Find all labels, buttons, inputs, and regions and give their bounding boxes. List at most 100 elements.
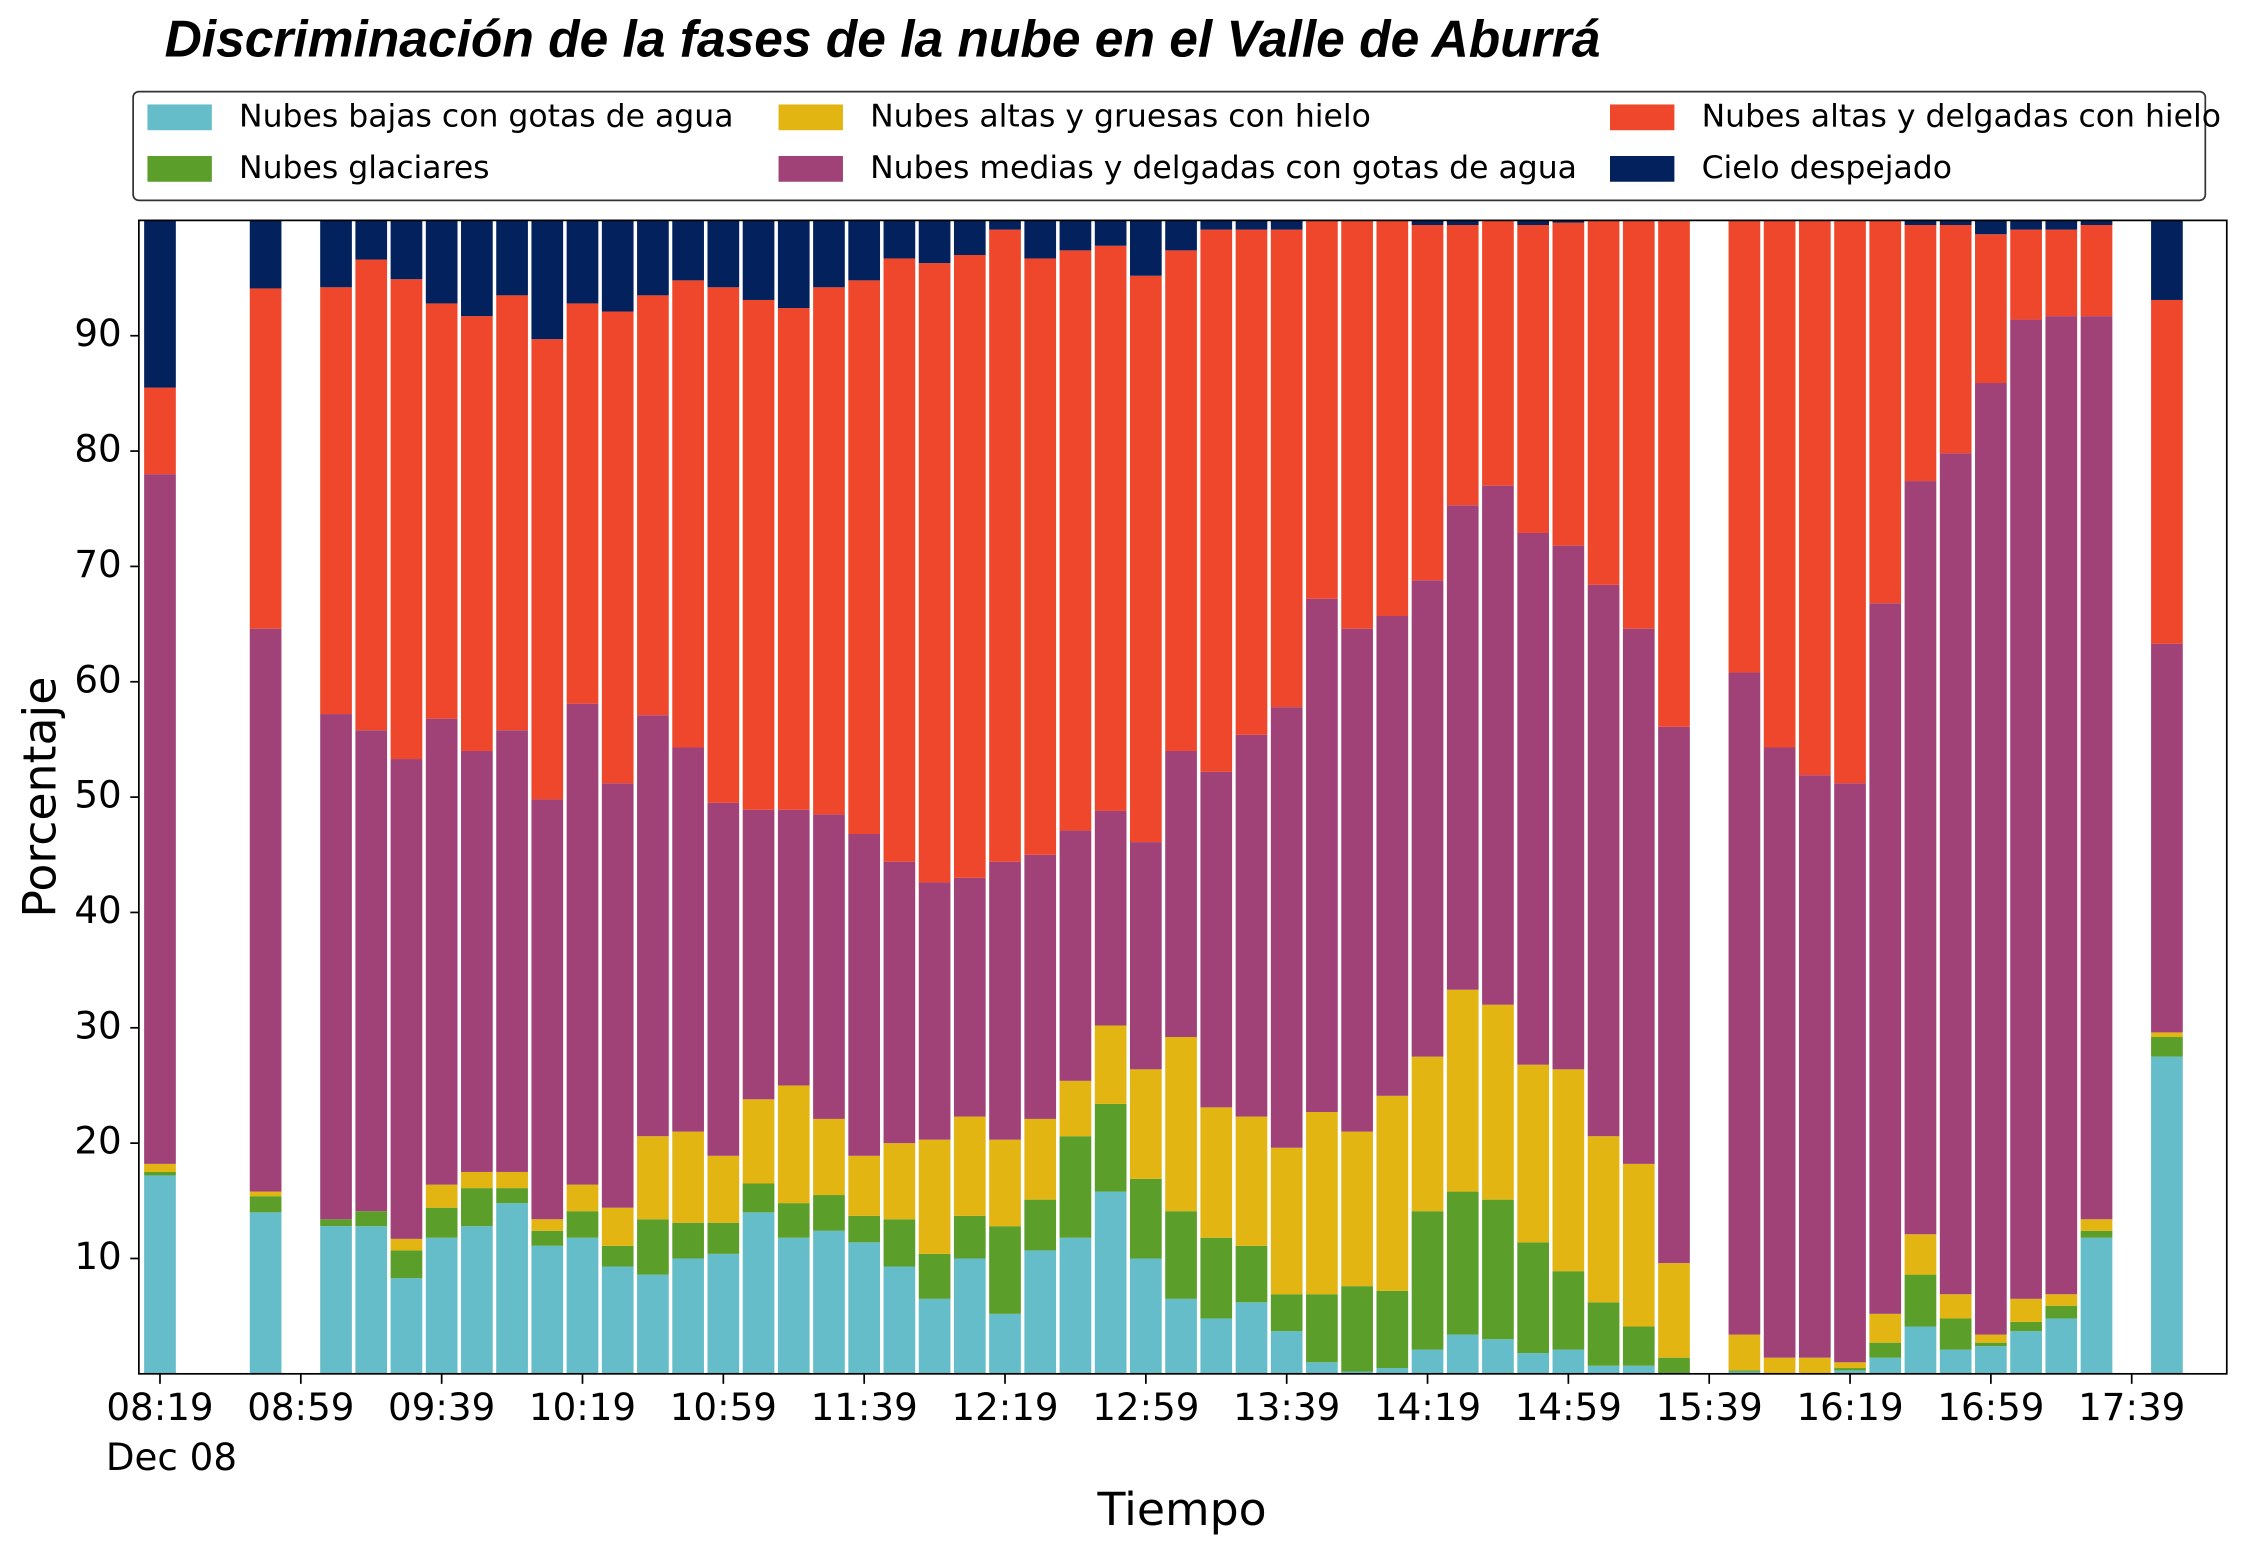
bar-segment xyxy=(1834,220,1866,784)
bar-segment xyxy=(2151,220,2183,300)
bar-segment xyxy=(461,316,493,751)
bar-segment xyxy=(1658,220,1690,727)
y-tick-label: 90 xyxy=(74,311,121,355)
bar-segment xyxy=(918,220,951,264)
bar-segment xyxy=(496,295,528,731)
bar-segment xyxy=(566,1184,599,1212)
bar-segment xyxy=(1270,707,1303,1148)
bar-segment xyxy=(1587,584,1620,1137)
bar-segment xyxy=(953,1116,986,1216)
bar-segment xyxy=(989,229,1021,862)
legend-swatch xyxy=(1609,104,1675,131)
x-tick-label: 15:39 xyxy=(1656,1385,1763,1429)
bar-segment xyxy=(355,1226,388,1374)
bar-segment xyxy=(2080,1237,2113,1374)
bar-segment xyxy=(1834,1362,1866,1369)
bar-segment xyxy=(1130,842,1162,1070)
bar-segment xyxy=(1517,1353,1549,1374)
bar-segment xyxy=(1235,1245,1268,1303)
bar-segment xyxy=(2151,1032,2183,1038)
bar-segment xyxy=(496,730,528,1172)
bar-segment xyxy=(249,1212,282,1374)
bar-segment xyxy=(601,220,634,312)
bar-segment xyxy=(1517,220,1549,225)
bar-segment xyxy=(813,1195,845,1231)
bar-segment xyxy=(425,718,458,1185)
bar-segment xyxy=(1798,1357,1831,1374)
bar-segment xyxy=(390,279,423,760)
bar-segment xyxy=(707,1222,740,1254)
bar-segment xyxy=(144,474,176,1164)
x-tick-label: 16:59 xyxy=(1937,1385,2044,1429)
bar-segment xyxy=(989,1313,1021,1374)
bar-segment xyxy=(566,220,599,304)
bar-segment xyxy=(813,1230,845,1374)
bar-segment xyxy=(989,220,1021,230)
bar-segment xyxy=(1341,628,1373,1132)
bar-segment xyxy=(1482,1199,1514,1340)
bar-segment xyxy=(777,1203,810,1238)
bar-segment xyxy=(355,1211,388,1227)
bar-segment xyxy=(1411,1349,1444,1374)
bar-segment xyxy=(425,303,458,719)
bar-segment xyxy=(1904,1274,1937,1327)
bar-segment xyxy=(566,1211,599,1238)
chart-title: Discriminación de la fases de la nube en… xyxy=(165,10,1601,68)
bar-segment xyxy=(1200,771,1233,1108)
y-tick-label: 60 xyxy=(74,657,121,701)
bar-segment xyxy=(953,1258,986,1374)
bar-segment xyxy=(989,1226,1021,1314)
bar-segment xyxy=(989,861,1021,1140)
bar-segment xyxy=(637,1219,669,1275)
y-tick-label: 80 xyxy=(74,427,121,471)
bar-segment xyxy=(742,220,775,300)
bar-segment xyxy=(813,220,845,288)
bar-segment xyxy=(1094,245,1127,811)
bar-segment xyxy=(1869,603,1902,1314)
bar-segment xyxy=(496,1203,528,1374)
bar-segment xyxy=(1130,1178,1162,1259)
bar-segment xyxy=(2010,1298,2042,1322)
bar-segment xyxy=(1939,224,1972,454)
bar-segment xyxy=(496,220,528,296)
x-tick-label: 14:59 xyxy=(1515,1385,1622,1429)
y-tick-label: 20 xyxy=(74,1119,121,1163)
bar-segment xyxy=(2010,220,2042,230)
bar-segment xyxy=(1975,234,2007,384)
legend-swatch xyxy=(147,155,212,182)
bar-segment xyxy=(566,303,599,704)
bar-segment xyxy=(1552,1349,1585,1374)
legend-label: Nubes glaciares xyxy=(239,150,490,186)
bar-segment xyxy=(2045,1318,2078,1374)
x-tick-label: 10:59 xyxy=(670,1385,777,1429)
legend-swatch xyxy=(778,155,843,182)
bar-segment xyxy=(1411,220,1444,225)
bar-segment xyxy=(1235,220,1268,230)
bar-segment xyxy=(531,339,564,800)
bar-segment xyxy=(390,220,423,280)
bar-segment xyxy=(848,1215,881,1243)
bar-segment xyxy=(1270,229,1303,708)
bar-segment xyxy=(1552,1069,1585,1272)
bar-segment xyxy=(1235,229,1268,735)
bar-segment xyxy=(1622,1365,1655,1374)
legend-box xyxy=(132,90,2207,202)
bar-segment xyxy=(1587,1302,1620,1366)
bar-segment xyxy=(2080,224,2113,317)
bar-segment xyxy=(1869,220,1902,604)
bar-segment xyxy=(1587,1365,1620,1374)
bar-segment xyxy=(1130,220,1162,276)
bar-segment xyxy=(1904,1234,1937,1275)
bar-segment xyxy=(2010,319,2042,1299)
bar-segment xyxy=(531,220,564,340)
bar-segment xyxy=(848,834,881,1156)
x-tick-label: 12:19 xyxy=(951,1385,1058,1429)
bar-segment xyxy=(883,1143,916,1220)
bar-segment xyxy=(1411,580,1444,1057)
bar-segment xyxy=(1939,1349,1972,1374)
legend-swatch xyxy=(147,104,212,131)
legend-label: Cielo despejado xyxy=(1702,150,1952,186)
bar-segment xyxy=(1200,1107,1233,1238)
bar-segment xyxy=(249,288,282,629)
x-date-label: Dec 08 xyxy=(106,1435,237,1479)
